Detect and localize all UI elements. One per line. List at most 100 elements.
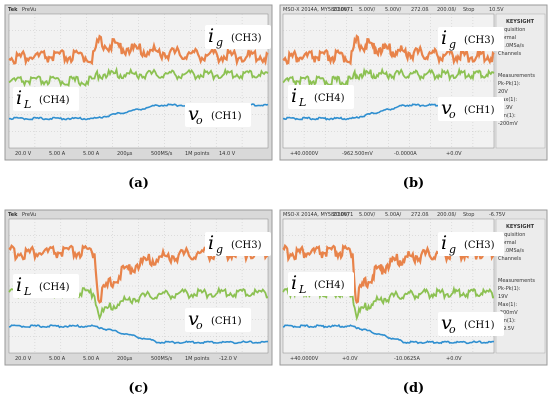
footer-text: 14.0 V [219, 151, 236, 157]
annotation-channel: (CH4) [314, 93, 345, 104]
sidebar-text: -200mV [498, 310, 518, 316]
annotation-channel: (CH1) [464, 320, 495, 331]
sidebar-text: Acquisition [498, 232, 525, 238]
footer-text: 5.00 A [49, 151, 66, 157]
annotation-sub: L [23, 285, 31, 298]
annotation-sub: o [449, 108, 456, 121]
annotation-symbol: i [208, 25, 214, 47]
footer-text: +0.0V [446, 356, 462, 362]
annotation-box [288, 85, 354, 109]
footer-text: -10.0625A [394, 356, 420, 362]
header-text: 5.00V/ [359, 7, 376, 13]
annotation-symbol: v [188, 103, 199, 125]
sidebar-text: Normal [498, 35, 516, 41]
annotation-sub: g [216, 243, 223, 256]
annotation-sub: g [449, 243, 456, 256]
annotation-channel: (CH1) [211, 111, 242, 122]
sidebar-text: 20V [498, 89, 508, 95]
scope-panel: MSO-X 2014A, MY5803067120.0V/5.00V/5.00A… [279, 209, 548, 366]
header-text: 200.0ß/ [437, 7, 456, 13]
header-text: -6.75V [489, 212, 506, 218]
sidebar [495, 218, 546, 354]
panel-caption: (a) [128, 176, 149, 191]
scope-panel: Tek PreVu 20.0 V 5.00 A 5.00 A 200μs 500MS/s 1M… [4, 209, 273, 366]
annotation-box [13, 274, 79, 298]
annotation-box [185, 103, 251, 127]
header-text: PreVu [22, 7, 36, 13]
annotation-sub: L [298, 96, 306, 109]
footer-text: 1M points [185, 151, 210, 157]
footer-text: +40.0000V [290, 151, 319, 157]
annotation-box [185, 308, 251, 332]
annotation-channel: (CH3) [231, 240, 262, 251]
sidebar-text: -19.5V [498, 326, 515, 332]
annotation-symbol: i [441, 232, 447, 254]
annotation-channel: (CH1) [211, 316, 242, 327]
annotation-channel: (CH3) [464, 35, 495, 46]
annotation-symbol: i [291, 85, 297, 107]
sidebar-text: Acquisition [498, 27, 525, 33]
sidebar-text: Measurements [498, 278, 535, 284]
annotation-sub: o [449, 323, 456, 336]
header-text: Tek [8, 212, 18, 218]
header-text: 5.00A/ [385, 212, 402, 218]
annotation-box [438, 97, 504, 121]
annotation-symbol: v [188, 308, 199, 330]
scope-panel: MSO-X 2014A, MY5803067120.0V/5.00V/5.00V… [279, 4, 548, 161]
annotation-symbol: v [441, 97, 452, 119]
annotation-sub: o [196, 114, 203, 127]
annotation-channel: (CH3) [464, 240, 495, 251]
annotation-channel: (CH1) [464, 105, 495, 116]
sidebar-text: 19V [498, 294, 508, 300]
header-text: PreVu [22, 212, 36, 218]
annotation-channel: (CH4) [314, 280, 345, 291]
waveform-vo [282, 323, 495, 345]
header-text: 272.0ß [411, 212, 428, 218]
annotation-box [288, 272, 354, 296]
header-text: Tek [8, 7, 18, 13]
footer-text: 200μs [117, 151, 133, 157]
footer-text: +40.0000V [290, 356, 319, 362]
header-text: Stop [463, 7, 474, 13]
sidebar [495, 13, 546, 149]
annotation-sub: g [449, 38, 456, 51]
annotation-symbol: i [441, 27, 447, 49]
annotation-box [438, 312, 504, 336]
waveform-il [8, 66, 269, 88]
sidebar-text: KEYSIGHT [506, 19, 535, 25]
annotation-sub: L [298, 283, 306, 296]
footer-text: +0.0V [446, 151, 462, 157]
waveform-ig [282, 34, 495, 66]
footer-text: 200μs [117, 356, 133, 362]
header-text: 5.00V/ [359, 212, 376, 218]
footer-text: 1M points [185, 356, 210, 362]
sidebar-text: Channels [498, 256, 522, 262]
header-text: 20.0V/ [333, 212, 350, 218]
annotation-sub: g [216, 36, 223, 49]
annotation-box [438, 232, 504, 256]
footer-text: 20.0 V [15, 356, 32, 362]
annotation-box [438, 27, 504, 51]
sidebar-text: KEYSIGHT [506, 224, 535, 230]
footer-text: -962.500mV [342, 151, 373, 157]
annotation-sub: L [23, 98, 31, 111]
sidebar-text: Pk-Pk(1): [498, 286, 521, 292]
annotation-channel: (CH3) [231, 33, 262, 44]
sidebar-text: Measurements [498, 73, 535, 79]
panel-caption: (c) [128, 381, 148, 396]
annotation-channel: (CH4) [39, 282, 70, 293]
annotation-symbol: i [16, 87, 22, 109]
footer-text: 500MS/s [151, 356, 173, 362]
scope-panel: Tek PreVu 20.0 V 5.00 A 5.00 A 200μs 500MS/s 1M… [4, 4, 273, 161]
annotation-sub: o [196, 319, 203, 332]
footer-text: -0.0000A [394, 151, 417, 157]
footer-text: 5.00 A [83, 356, 100, 362]
sidebar-text: Min(1): [498, 318, 516, 324]
footer-text: 500MS/s [151, 151, 173, 157]
waveform-vo [8, 324, 269, 345]
footer-text: 5.00 A [83, 151, 100, 157]
header-text: 20.0V/ [333, 7, 350, 13]
footer-text: 5.00 A [49, 356, 66, 362]
sidebar-text: 10.0MSa/s [498, 248, 524, 254]
